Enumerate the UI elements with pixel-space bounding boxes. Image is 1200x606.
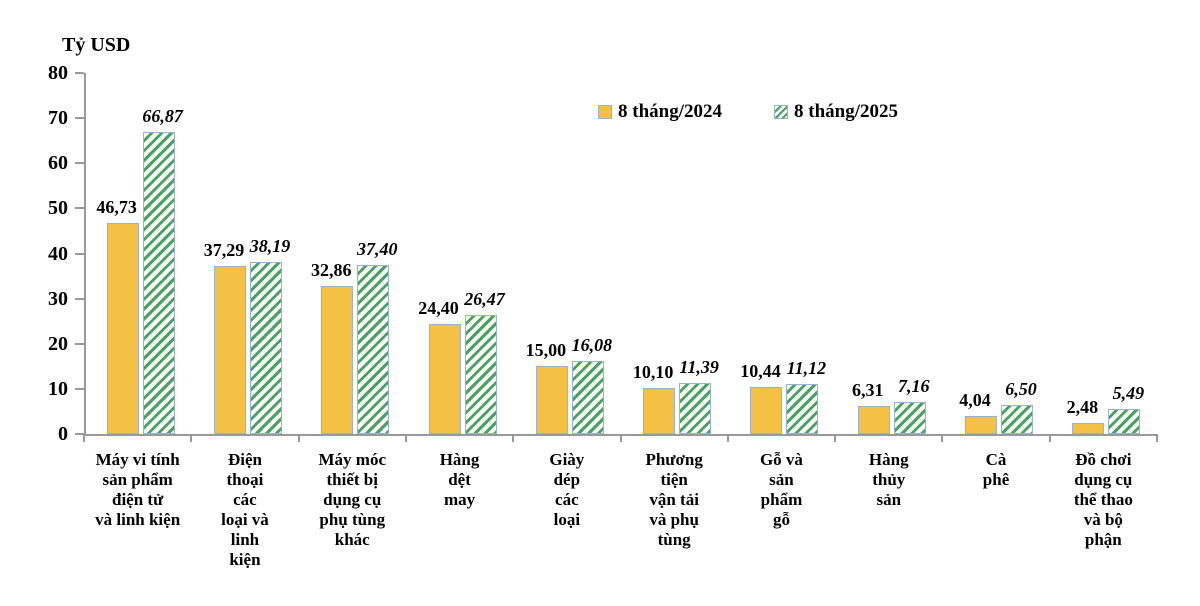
x-category-label: Hàng dệt may <box>439 450 480 509</box>
y-axis-tick <box>75 252 84 255</box>
y-axis-tick <box>75 207 84 210</box>
bar-2024-4 <box>535 366 568 434</box>
y-axis-tick <box>75 433 84 435</box>
x-category-label: Phương tiện vận tải và phụ tùng <box>645 450 703 549</box>
bar-value-label: 24,40 <box>418 297 459 318</box>
bar-value-label: 10,10 <box>632 362 674 383</box>
x-axis-tick <box>1156 434 1158 442</box>
y-tick-label: 10 <box>48 377 68 400</box>
bar-2025-0 <box>142 132 175 434</box>
bar-2024-3 <box>428 323 461 434</box>
bar-2025-1 <box>249 261 282 434</box>
bar-2025-8 <box>1001 404 1034 434</box>
bar-value-label: 6,31 <box>852 379 884 400</box>
bar-2024-5 <box>643 388 676 434</box>
x-axis-tick <box>726 434 729 442</box>
bar-value-label: 32,86 <box>311 259 352 280</box>
bar-value-label: 16,08 <box>571 335 613 356</box>
bar-value-label: 46,73 <box>96 197 137 218</box>
y-tick-label: 0 <box>58 423 68 445</box>
x-category-label: Gỗ và sản phẩm gỗ <box>759 450 803 529</box>
bar-value-label: 11,12 <box>786 357 827 378</box>
bar-2024-8 <box>965 415 998 434</box>
x-category-label: Máy móc thiết bị dụng cụ phụ tùng khác <box>318 450 386 549</box>
x-axis-tick <box>619 434 622 442</box>
x-category-label: Cà phê <box>982 450 1010 489</box>
y-tick-label: 80 <box>48 62 68 84</box>
bar-value-label: 38,19 <box>249 235 291 256</box>
bar-value-label: 4,04 <box>959 389 991 410</box>
bar-2024-2 <box>321 285 354 434</box>
legend-swatch-solid-icon <box>598 105 612 119</box>
bar-value-label: 10,44 <box>740 360 781 381</box>
bar-value-label: 66,87 <box>142 106 183 127</box>
bar-value-label: 26,47 <box>464 288 505 309</box>
y-tick-label: 30 <box>48 287 68 310</box>
y-axis-tick <box>75 117 84 120</box>
y-axis-line <box>84 73 86 435</box>
bar-value-label: 5,49 <box>1112 383 1145 404</box>
x-category-label: Giày dép các loại <box>549 450 585 529</box>
bar-2024-6 <box>750 386 783 434</box>
x-axis-tick <box>1048 434 1051 442</box>
bar-value-label: 11,39 <box>679 356 719 377</box>
bar-value-label: 6,50 <box>1005 378 1037 399</box>
bar-2025-7 <box>893 401 926 434</box>
x-axis-tick <box>404 434 407 442</box>
legend-item-2025: 8 tháng/2025 <box>774 102 898 122</box>
x-category-label: Máy vi tính sản phẩm điện tử và linh kiệ… <box>95 450 181 529</box>
y-tick-label: 70 <box>48 107 68 130</box>
bar-2024-9 <box>1072 422 1105 434</box>
legend-label: 8 tháng/2024 <box>618 101 722 122</box>
x-axis-tick <box>83 434 85 442</box>
y-tick-label: 20 <box>48 332 68 355</box>
x-axis-tick <box>297 434 300 442</box>
x-category-label: Đồ chơi dụng cụ thể thao và bộ phận <box>1073 450 1133 549</box>
y-axis-tick <box>75 297 84 300</box>
bar-2024-0 <box>106 223 139 434</box>
bar-2025-5 <box>679 382 712 434</box>
legend: 8 tháng/2024 8 tháng/2025 <box>598 102 898 122</box>
bar-2025-4 <box>571 361 604 434</box>
bar-2025-9 <box>1108 409 1141 434</box>
bar-2025-3 <box>464 314 497 434</box>
legend-swatch-hatched-icon <box>774 105 788 119</box>
x-axis-tick <box>834 434 837 442</box>
x-axis-tick <box>941 434 944 442</box>
y-axis-tick <box>75 72 84 74</box>
bar-2025-6 <box>786 383 819 434</box>
bar-value-label: 15,00 <box>525 340 567 361</box>
y-axis-tick <box>75 162 84 165</box>
bar-2025-2 <box>357 265 390 434</box>
bar-value-label: 2,48 <box>1066 396 1099 417</box>
x-axis-tick <box>190 434 193 442</box>
x-category-label: Điện thoại các loại và linh kiện <box>221 450 269 569</box>
bar-2024-7 <box>857 405 890 434</box>
y-tick-label: 60 <box>48 152 68 175</box>
y-axis-tick <box>75 387 84 390</box>
legend-item-2024: 8 tháng/2024 <box>598 102 722 122</box>
y-axis-tick <box>75 342 84 345</box>
bar-value-label: 7,16 <box>898 375 930 396</box>
y-tick-label: 40 <box>48 242 68 265</box>
x-category-label: Hàng thủy sản <box>868 450 909 509</box>
bar-value-label: 37,29 <box>203 239 245 260</box>
x-axis-tick <box>512 434 515 442</box>
bar-value-label: 37,40 <box>357 239 398 260</box>
y-axis-title: Tỷ USD <box>62 34 131 56</box>
y-tick-label: 50 <box>48 197 68 220</box>
bar-2024-1 <box>213 265 246 434</box>
legend-label: 8 tháng/2025 <box>794 101 898 122</box>
